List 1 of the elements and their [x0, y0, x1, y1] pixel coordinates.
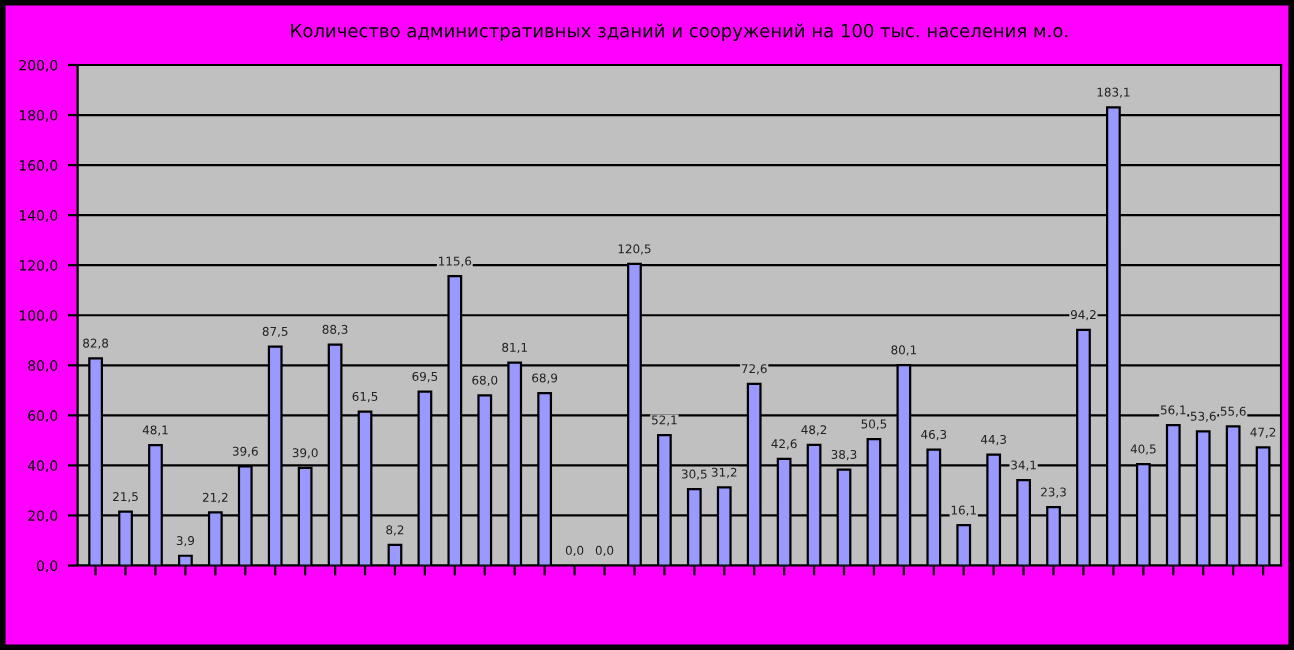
chart-title: Количество административных зданий и сооружений на 100 тыс. населения м.о. [291, 23, 1068, 41]
